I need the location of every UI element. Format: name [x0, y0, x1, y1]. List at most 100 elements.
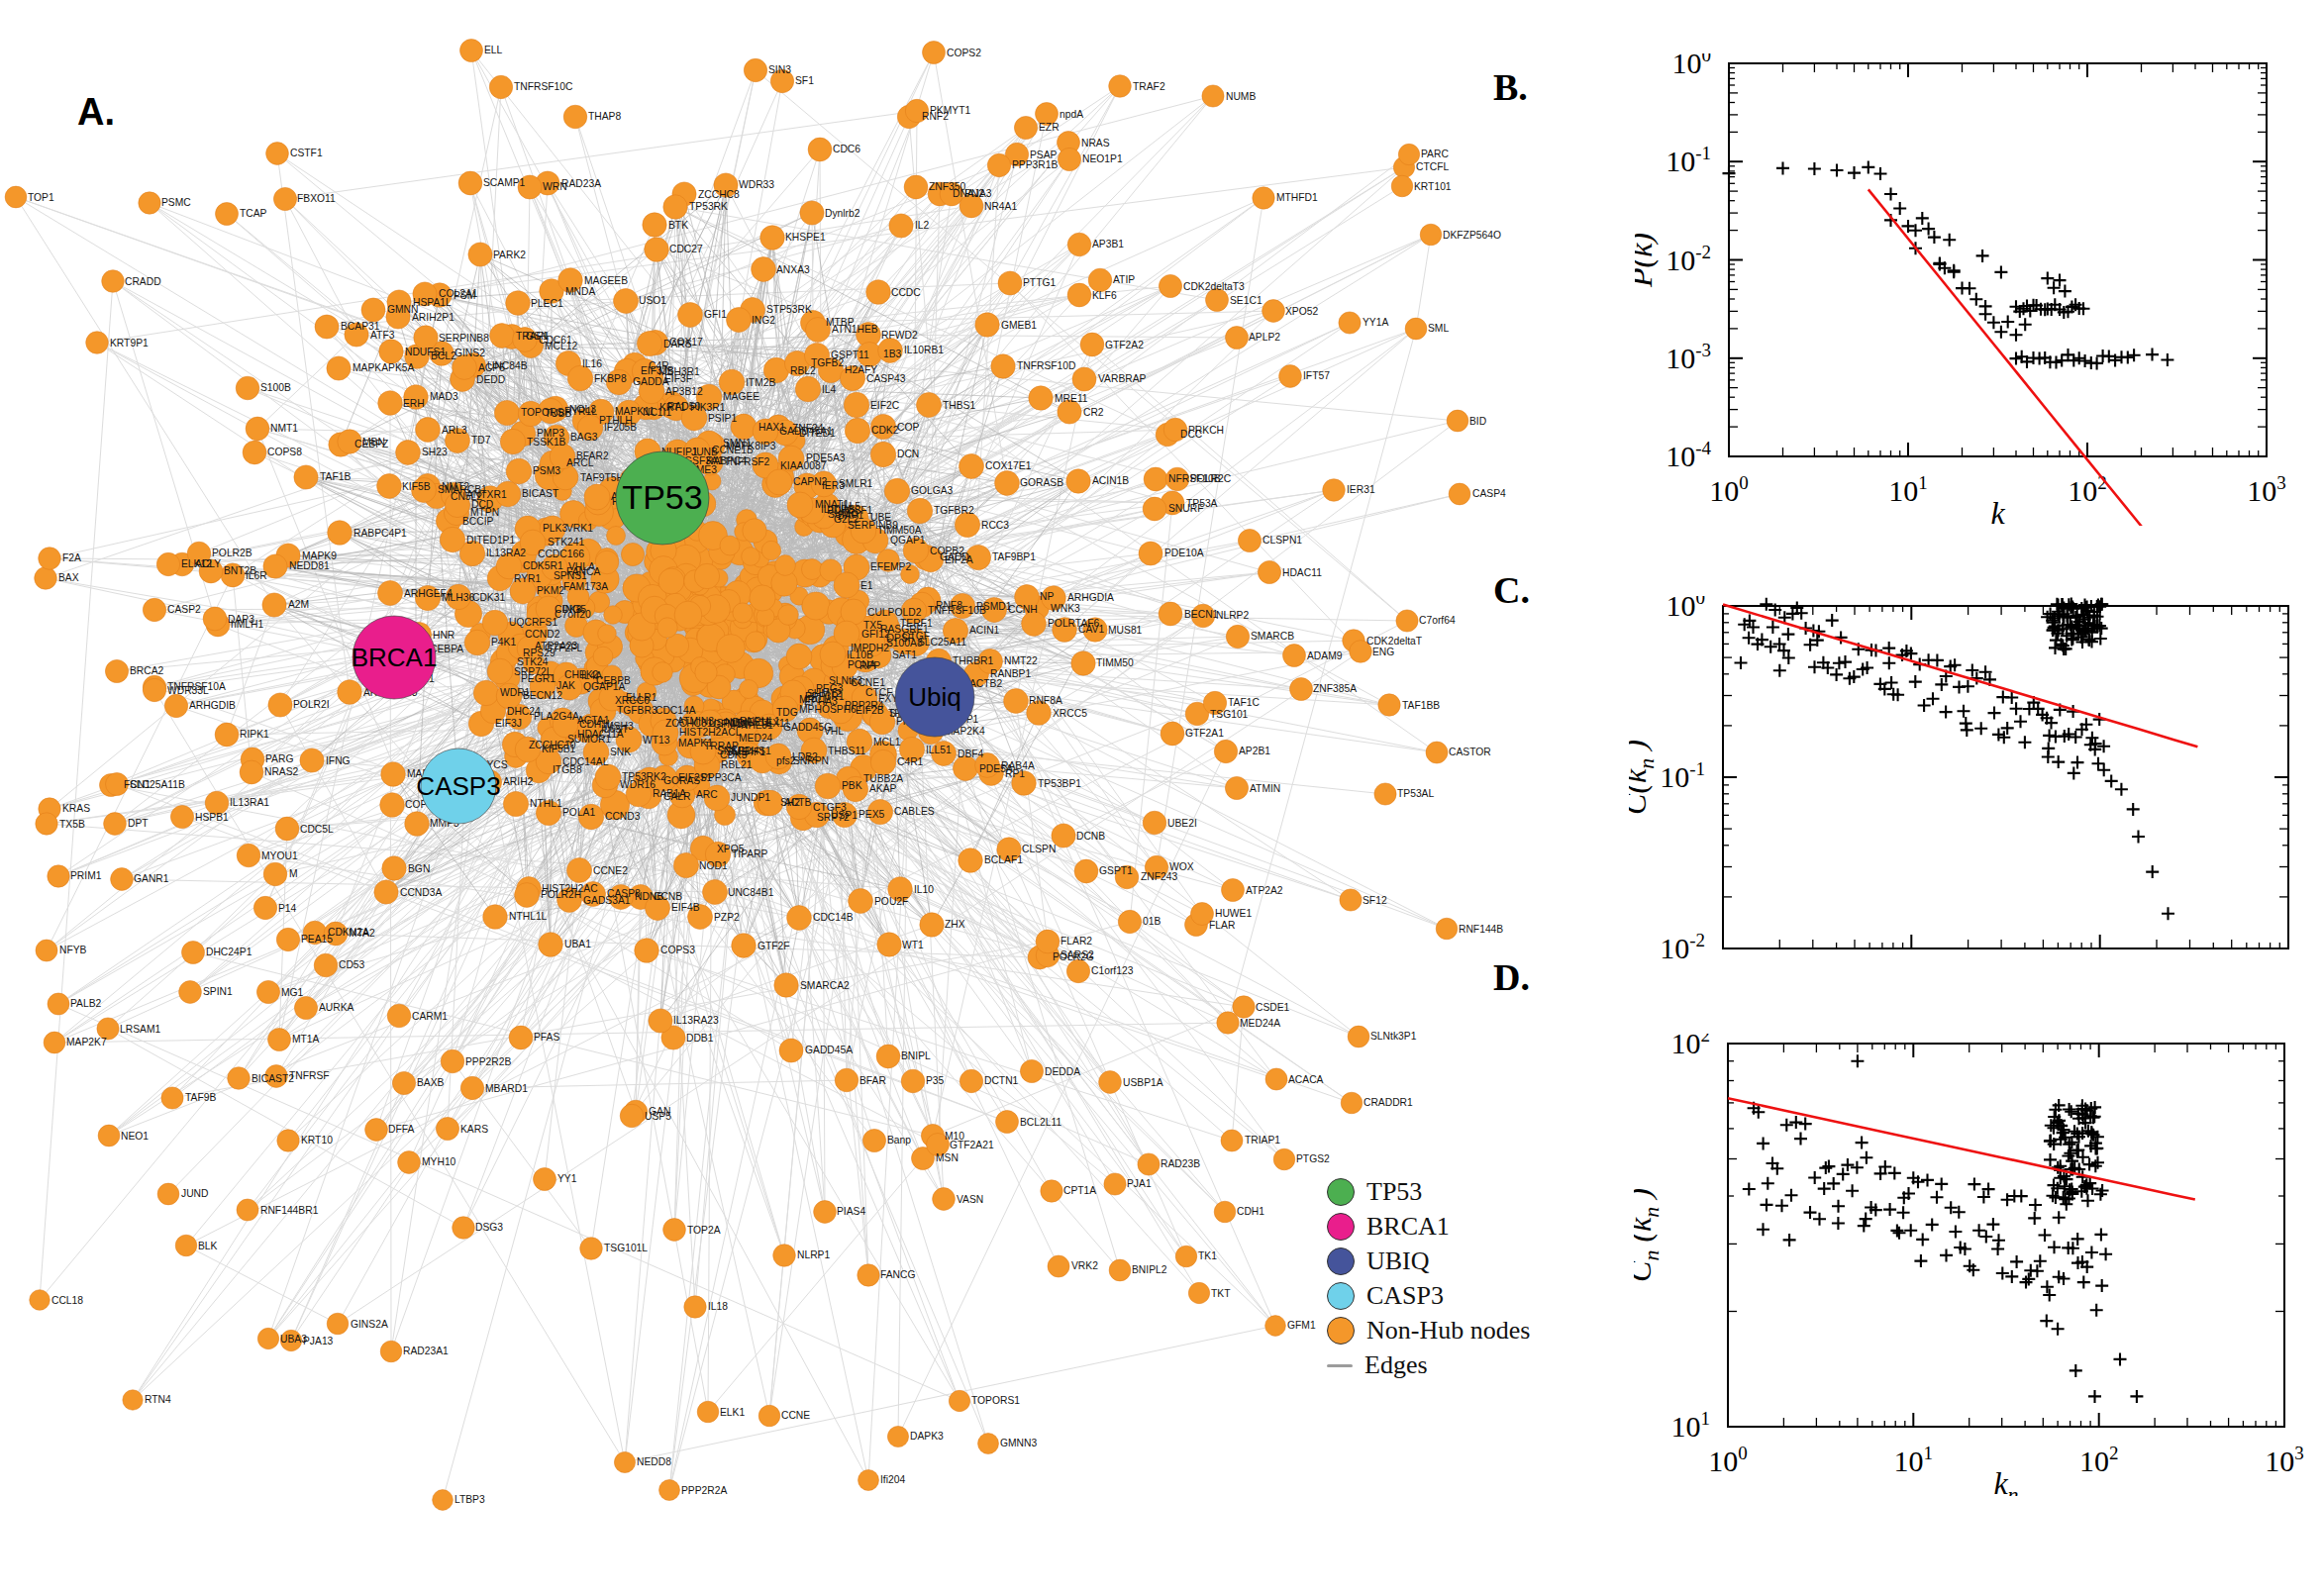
svg-text:BLK: BLK: [198, 1241, 218, 1251]
svg-text:PSIP1: PSIP1: [708, 413, 737, 424]
svg-text:KIF5B: KIF5B: [402, 481, 431, 492]
svg-text:UBE: UBE: [870, 512, 891, 523]
svg-text:BCL2: BCL2: [431, 350, 456, 361]
svg-text:MUS81: MUS81: [1108, 625, 1143, 636]
svg-text:GOLGA3: GOLGA3: [911, 485, 954, 496]
svg-text:NTHL1: NTHL1: [530, 798, 562, 809]
svg-text:RTN4: RTN4: [145, 1394, 171, 1405]
svg-text:BNT2B: BNT2B: [224, 565, 256, 576]
svg-text:APLP2: APLP2: [1249, 332, 1280, 343]
svg-text:COPS3: COPS3: [660, 945, 695, 955]
svg-text:CDC6: CDC6: [833, 144, 860, 154]
svg-text:HUWE1: HUWE1: [1215, 908, 1252, 919]
svg-text:RAB1A: RAB1A: [653, 788, 686, 799]
svg-text:MAPKAPK5A: MAPKAPK5A: [353, 362, 415, 373]
svg-text:TAF1B: TAF1B: [320, 471, 351, 482]
svg-text:DDB1: DDB1: [686, 1033, 714, 1044]
svg-text:DCD: DCD: [471, 499, 493, 510]
svg-text:ZNF350: ZNF350: [929, 181, 965, 192]
svg-text:SNK: SNK: [610, 747, 631, 757]
svg-text:SNKP1: SNKP1: [717, 746, 751, 756]
svg-text:SRP72L: SRP72L: [514, 666, 553, 677]
svg-text:CABLES: CABLES: [894, 806, 935, 817]
svg-text:RYR1: RYR1: [514, 573, 542, 584]
svg-text:POU2F: POU2F: [874, 896, 908, 907]
svg-text:CR2: CR2: [1083, 407, 1104, 418]
svg-text:SLC25A11B: SLC25A11B: [130, 779, 185, 790]
svg-text:ARHGDIB: ARHGDIB: [189, 700, 236, 711]
svg-text:TP53RK: TP53RK: [689, 201, 728, 212]
svg-text:IL16: IL16: [582, 358, 602, 369]
svg-text:ATMIN: ATMIN: [1250, 783, 1280, 794]
svg-text:RYR1L: RYR1L: [564, 406, 597, 417]
svg-text:WT1: WT1: [902, 940, 924, 950]
svg-text:CCND2: CCND2: [525, 629, 560, 640]
svg-text:BRCA1: BRCA1: [352, 643, 438, 672]
svg-text:USP5: USP5: [645, 1111, 671, 1122]
svg-text:1B3: 1B3: [883, 349, 902, 359]
svg-text:ACTB: ACTB: [784, 797, 812, 808]
svg-text:NR4A1: NR4A1: [984, 201, 1017, 212]
svg-text:SMLR1: SMLR1: [839, 478, 873, 489]
svg-text:CCNE1B: CCNE1B: [712, 445, 754, 455]
svg-text:IL4: IL4: [822, 384, 837, 395]
svg-text:TAF9T5H: TAF9T5H: [580, 472, 624, 483]
svg-text:POLR2H: POLR2H: [541, 889, 581, 900]
svg-text:PPP3R1B: PPP3R1B: [1012, 159, 1058, 170]
svg-text:TP53: TP53: [622, 478, 702, 516]
svg-text:TNFRSF10D: TNFRSF10D: [1017, 360, 1076, 371]
svg-text:MAD3: MAD3: [430, 391, 458, 402]
svg-text:IER31: IER31: [1347, 484, 1375, 495]
svg-text:USO1: USO1: [639, 295, 666, 306]
svg-text:BCL2L11: BCL2L11: [1020, 1117, 1061, 1128]
svg-text:CASTOR: CASTOR: [1449, 747, 1491, 757]
svg-text:GINS2: GINS2: [454, 348, 485, 358]
svg-text:SNURF: SNURF: [1168, 503, 1203, 514]
svg-text:NLRP2: NLRP2: [1216, 610, 1249, 621]
svg-text:AP2B1: AP2B1: [1239, 746, 1270, 756]
svg-text:ILL51: ILL51: [926, 745, 952, 755]
svg-text:DARS: DARS: [663, 339, 692, 349]
svg-text:npdA: npdA: [1060, 109, 1083, 120]
svg-text:DPT: DPT: [128, 818, 149, 829]
svg-text:TIPARP: TIPARP: [732, 848, 768, 859]
svg-text:NMT22: NMT22: [1004, 655, 1038, 666]
svg-text:ATP2A2: ATP2A2: [1246, 885, 1283, 896]
svg-text:C7orf64: C7orf64: [1419, 615, 1456, 626]
svg-text:RAD23B: RAD23B: [1161, 1158, 1200, 1169]
svg-text:NEDD81: NEDD81: [289, 560, 330, 571]
svg-text:GSPT11: GSPT11: [831, 349, 869, 360]
svg-text:MYH10: MYH10: [422, 1156, 456, 1167]
svg-text:RFWD2: RFWD2: [881, 330, 918, 341]
svg-text:LTBP3: LTBP3: [454, 1494, 485, 1505]
svg-text:FBXO11: FBXO11: [297, 193, 336, 204]
svg-text:CD53: CD53: [339, 959, 365, 970]
svg-text:USBP1A: USBP1A: [1123, 1077, 1163, 1088]
svg-text:PJA1: PJA1: [1127, 1178, 1152, 1189]
svg-text:CRADD: CRADD: [125, 276, 161, 287]
svg-text:MT1A: MT1A: [292, 1034, 320, 1045]
svg-text:TRAF2: TRAF2: [1133, 81, 1165, 92]
svg-text:QGAP1A: QGAP1A: [583, 681, 625, 692]
svg-text:Ifi204: Ifi204: [880, 1474, 905, 1485]
svg-text:BCLAF1: BCLAF1: [984, 854, 1023, 865]
svg-text:TIMM50: TIMM50: [1096, 657, 1134, 668]
svg-text:DCN: DCN: [897, 449, 919, 459]
svg-text:ACACA: ACACA: [1288, 1074, 1324, 1085]
svg-text:CLSPN1: CLSPN1: [1262, 535, 1302, 546]
svg-text:IFT57: IFT57: [1303, 370, 1330, 381]
svg-text:CULPOLD2: CULPOLD2: [867, 607, 922, 618]
svg-text:PEX5: PEX5: [858, 809, 885, 820]
svg-text:E1: E1: [860, 580, 873, 591]
svg-text:IL10RB1: IL10RB1: [904, 345, 944, 355]
svg-text:AP3B1: AP3B1: [1092, 239, 1124, 249]
svg-text:ZNF385A: ZNF385A: [1313, 683, 1357, 694]
svg-text:TOPORS1: TOPORS1: [971, 1395, 1020, 1406]
svg-text:SARS2: SARS2: [1060, 949, 1094, 960]
svg-text:MAGEEB: MAGEEB: [584, 275, 628, 286]
svg-text:EIF2C: EIF2C: [870, 400, 900, 411]
svg-text:CDK5R1: CDK5R1: [523, 560, 563, 571]
svg-text:KHSPE1: KHSPE1: [785, 232, 826, 243]
svg-text:P4K1: P4K1: [491, 637, 516, 648]
svg-text:EIF2B: EIF2B: [856, 705, 884, 716]
